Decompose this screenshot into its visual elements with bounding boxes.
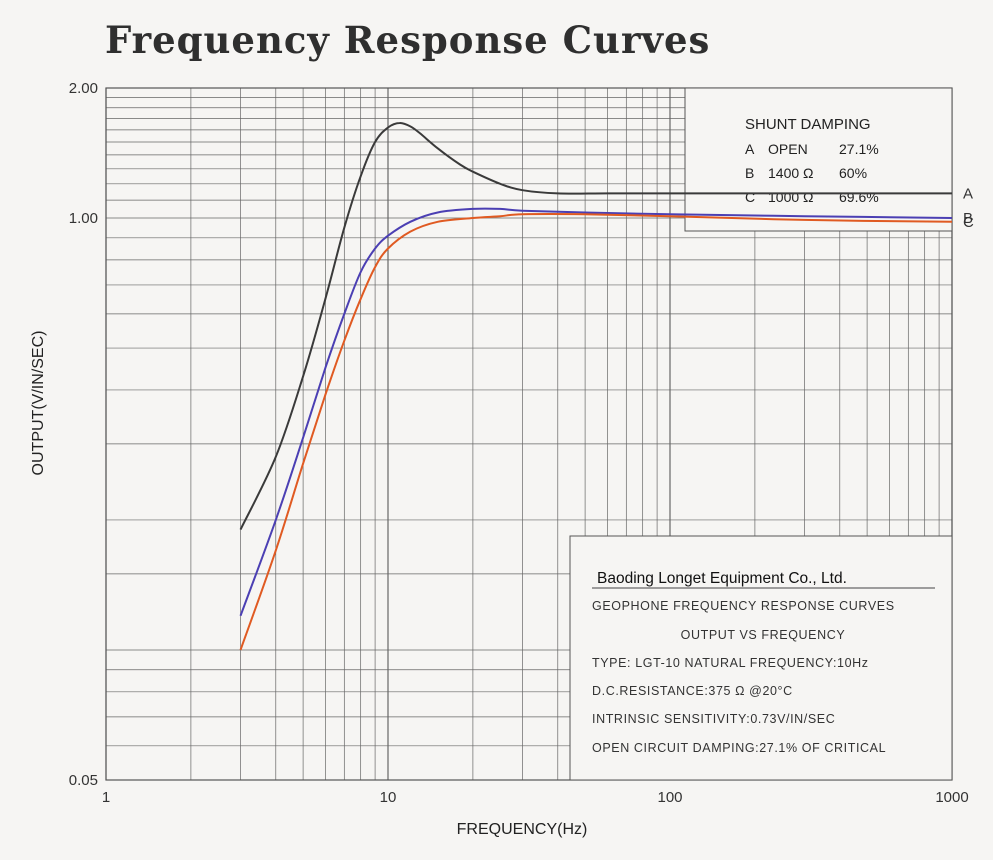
legend-key: A <box>745 141 755 157</box>
legend-resistance: OPEN <box>768 141 808 157</box>
curves <box>239 121 953 651</box>
info-line: OUTPUT VS FREQUENCY <box>681 628 846 642</box>
legend-title: SHUNT DAMPING <box>745 116 871 133</box>
y-tick-label: 0.05 <box>69 772 98 789</box>
info-line: OPEN CIRCUIT DAMPING:27.1% OF CRITICAL <box>592 741 886 755</box>
curve-label-b: B <box>963 210 973 227</box>
info-line: D.C.RESISTANCE:375 Ω @20°C <box>592 684 793 698</box>
y-tick-label: 2.00 <box>69 80 98 97</box>
series-line-b <box>239 207 953 617</box>
curve-labels: ABC <box>963 185 974 230</box>
legend-damping: 69.6% <box>839 189 879 205</box>
x-tick-label: 1 <box>102 789 110 806</box>
curve-label-a: A <box>963 185 973 202</box>
y-axis-label: OUTPUT(V/IN/SEC) <box>30 331 47 476</box>
info-box: Baoding Longet Equipment Co., Ltd. GEOPH… <box>569 535 953 781</box>
legend-box <box>684 87 953 232</box>
info-box-frame <box>569 535 953 781</box>
legend-damping: 27.1% <box>839 141 879 157</box>
legend: SHUNT DAMPING A OPEN 27.1% B 1400 Ω 60% C 1000 … <box>684 87 953 232</box>
company-name: Baoding Longet Equipment Co., Ltd. <box>597 570 847 587</box>
tick-labels: 1 10 100 1000 0.05 1.00 2.00 <box>69 80 969 806</box>
info-line: INTRINSIC SENSITIVITY:0.73V/IN/SEC <box>592 712 835 726</box>
legend-resistance: 1400 Ω <box>768 165 814 181</box>
y-tick-label: 1.00 <box>69 210 98 227</box>
series-line-a <box>239 121 952 531</box>
legend-key: B <box>745 165 754 181</box>
legend-key: C <box>745 189 755 205</box>
x-tick-label: 1000 <box>935 789 968 806</box>
series-line-c <box>239 213 953 651</box>
legend-damping: 60% <box>839 165 867 181</box>
info-line: TYPE: LGT-10 NATURAL FREQUENCY:10Hz <box>592 656 869 670</box>
legend-resistance: 1000 Ω <box>768 189 814 205</box>
x-tick-label: 100 <box>657 789 682 806</box>
x-axis-label: FREQUENCY(Hz) <box>457 821 588 838</box>
x-tick-label: 10 <box>380 789 397 806</box>
chart-title: Frequency Response Curves <box>105 18 711 62</box>
plot-frame <box>105 87 953 781</box>
curve-label-c: C <box>963 214 974 231</box>
info-line: GEOPHONE FREQUENCY RESPONSE CURVES <box>592 599 895 613</box>
